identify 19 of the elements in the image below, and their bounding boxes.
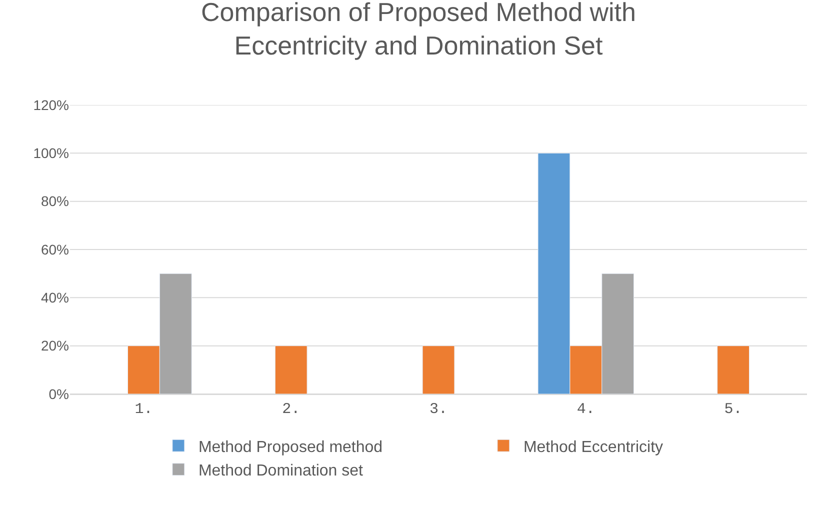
y-tick-label: 60% [40, 241, 69, 258]
y-tick-label: 40% [40, 290, 69, 306]
bar [274, 346, 308, 394]
x-tick-label: 4. [576, 401, 595, 418]
bar [717, 346, 750, 394]
legend-label: Method Domination set [198, 462, 364, 480]
y-tick-label: 120% [33, 96, 69, 113]
y-tick-label: 0% [48, 386, 69, 402]
legend-label: Method Proposed method [198, 438, 383, 456]
x-tick-label: 5. [724, 401, 742, 418]
bar [422, 346, 455, 394]
x-tick-label: 2. [282, 401, 300, 418]
y-tick-label: 100% [33, 145, 69, 162]
y-tick-label: 80% [40, 193, 69, 210]
y-tick-label: 20% [40, 338, 69, 354]
legend-label: Method Eccentricity [523, 438, 664, 456]
x-tick-label: 1. [134, 401, 153, 418]
x-tick-label: 3. [429, 401, 448, 418]
chart-title: Comparison of Proposed Method with Eccentricity and Domination Set [200, 0, 636, 61]
